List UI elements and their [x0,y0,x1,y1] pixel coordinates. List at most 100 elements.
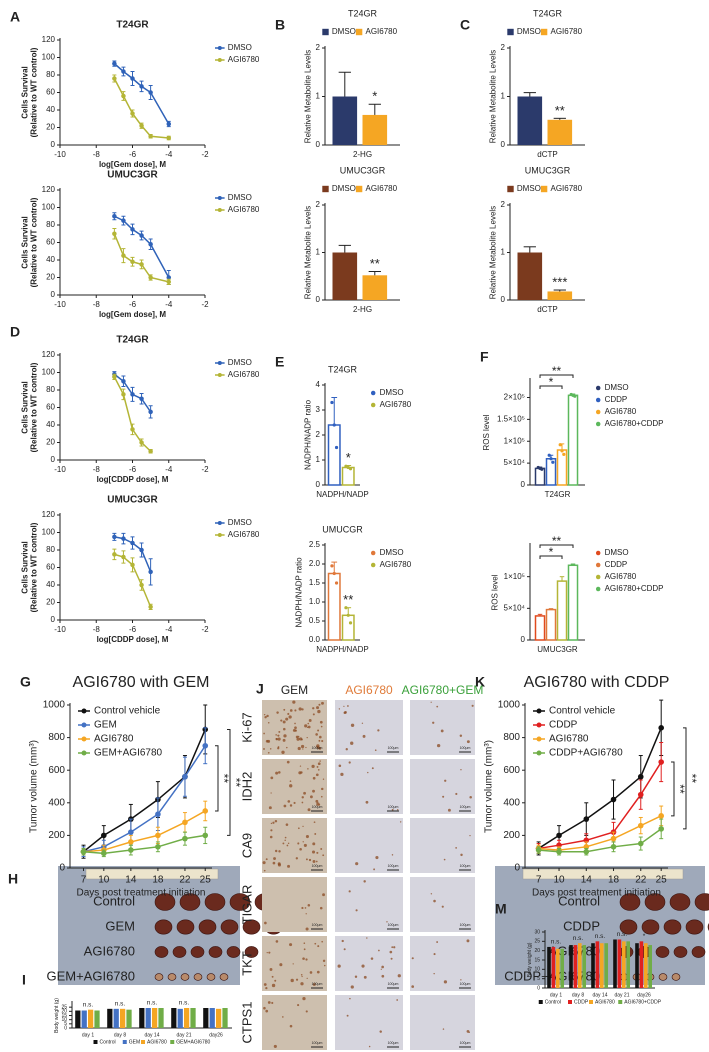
data-point [130,111,135,116]
significance-label: ** [343,592,353,607]
legend-label: Control [545,999,561,1005]
stain-dot [268,951,271,954]
y-tick-label: 60 [46,563,55,572]
data-point [139,440,144,445]
data-point [556,848,562,855]
x-tick-label: 10 [553,875,565,886]
legend-swatch [538,1000,543,1004]
legend-swatch [217,58,222,62]
y-tick-label: 200 [48,830,65,841]
stain-dot [283,727,286,731]
legend-label: Control [100,1039,116,1045]
stain-dot [366,937,368,939]
tumor [206,973,216,981]
y-axis-label: Relative Metabolite Levels [488,206,497,299]
y-tick-label: 200 [503,830,520,841]
stain-dot [441,905,444,908]
legend-label: DMSO [228,193,252,202]
stain-dot [315,860,318,863]
data-point [121,218,126,223]
x-axis-label: Days post treatment initiation [532,888,661,899]
bar [567,394,579,486]
stain-dot [374,749,377,752]
stain-dot [317,709,321,714]
ihc-image [262,995,327,1050]
bar [600,943,604,988]
x-tick-label: day 21 [614,992,629,998]
stain-dot [275,940,279,943]
x-tick-label: day 8 [114,1032,126,1038]
x-tick-label: -8 [93,625,101,634]
data-point [130,392,135,397]
chart-title: AGI6780 with CDDP [524,674,670,691]
stain-dot [263,713,266,716]
data-point [658,826,664,832]
stain-dot [380,968,382,970]
bar [556,948,560,988]
stain-dot [301,708,304,711]
chart-title: T24GR [533,8,563,18]
legend-swatch [536,750,542,756]
stain-dot [314,833,317,835]
y-axis-label: (Relative to WT control) [30,522,39,612]
data-point [332,423,336,427]
data-point [583,848,590,855]
stain-dot [279,963,283,967]
legend-swatch [507,185,514,193]
x-tick-label: 18 [608,875,620,886]
stain-dot [284,839,286,842]
stain-dot [267,739,271,743]
data-point [348,467,353,471]
ihc-image [262,936,327,991]
series-line [113,78,169,139]
row-label: IDH2 [239,772,254,802]
panel-label: H [8,871,18,887]
scale-bar-label: 100μm [312,923,323,927]
legend-swatch [122,1040,127,1044]
legend-swatch [595,397,601,403]
stain-dot [278,771,281,774]
stain-dot [346,1014,349,1017]
stain-dot [350,723,355,727]
stain-dot [272,861,276,865]
x-tick-label: day 14 [144,1032,159,1038]
data-point [128,829,134,835]
stain-dot [294,709,297,712]
data-point [166,275,171,280]
data-point [637,773,644,780]
stain-dot [280,719,283,722]
bar [94,1010,100,1028]
bar [517,96,543,145]
stain-dot [300,744,305,749]
significance-label: ** [229,778,243,788]
data-point [202,832,209,839]
bar [648,945,653,988]
stain-dot [289,709,293,712]
stain-dot [322,893,325,897]
y-tick-label: 60 [46,238,55,247]
y-tick-label: 0 [316,480,321,489]
legend-swatch [595,574,601,580]
data-point [128,839,134,845]
stain-dot [322,959,326,963]
legend-label: AGI6780+CDDP [624,999,661,1005]
scale-bar-label: 100μm [312,982,323,986]
legend-label: Control vehicle [549,706,616,717]
legend-label: DMSO [605,383,629,392]
stain-dot [362,734,366,738]
legend-swatch [595,550,601,556]
data-point [148,604,153,610]
stain-dot [263,983,267,986]
y-tick-label: 0 [51,140,56,149]
stain-dot [312,860,316,863]
legend-swatch [370,390,376,396]
stain-dot [343,711,347,714]
stain-dot [298,707,302,711]
stain-dot [270,776,274,780]
legend-swatch [536,736,542,742]
data-point [101,832,107,839]
data-point [148,90,153,95]
stain-dot [391,854,394,856]
stain-dot [430,701,432,703]
